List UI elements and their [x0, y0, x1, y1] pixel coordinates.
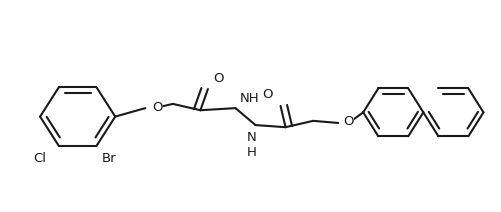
Text: O: O — [152, 100, 162, 114]
Text: O: O — [213, 72, 223, 85]
Text: O: O — [263, 88, 273, 101]
Text: O: O — [343, 115, 354, 128]
Text: N
H: N H — [246, 131, 257, 159]
Text: NH: NH — [239, 92, 259, 105]
Text: Br: Br — [101, 152, 116, 165]
Text: Cl: Cl — [34, 152, 46, 165]
